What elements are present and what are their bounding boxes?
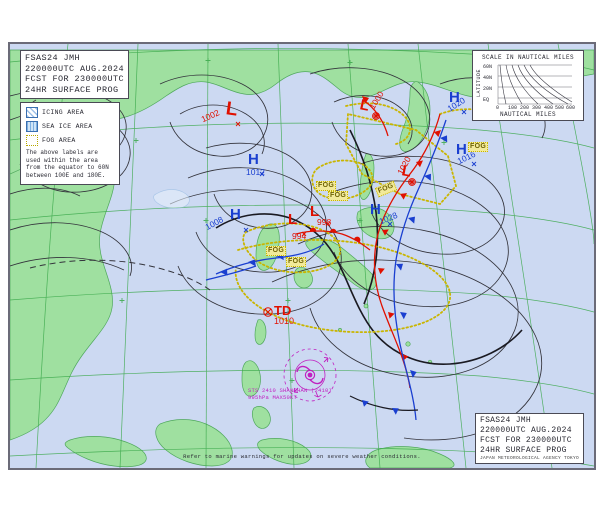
scale-x-label: NAUTICAL MILES [499, 111, 556, 118]
agency-credit: JAPAN METEOROLOGICAL AGENCY TOKYO [479, 456, 579, 461]
legend-label: SEA ICE AREA [42, 123, 93, 130]
kamchatka [399, 81, 431, 152]
pressure-system-low: L [224, 98, 240, 121]
scale-title: SCALE IN NAUTICAL MILES [481, 54, 574, 61]
scale-xtick: 300 [532, 105, 542, 111]
sea-ice-area-swatch-icon [26, 121, 38, 132]
dashed-trough [29, 259, 211, 291]
footer-line: FCST FOR 230000UTC [479, 436, 572, 445]
scale-ytick: 60N [483, 64, 493, 70]
pressure-system-low: L [310, 203, 320, 220]
pressure-system-high: H [370, 201, 381, 218]
borneo [155, 419, 233, 467]
header-line: 24HR SURFACE PROG [25, 84, 119, 95]
pressure-value: 1012 [246, 167, 265, 177]
chart-footer-box: FSAS24 JMH 220000UTC AUG.2024 FCST FOR 2… [474, 413, 584, 464]
pressure-system-low: L [288, 211, 298, 228]
fog-label: FOG [266, 246, 287, 256]
stationary-front-barbs [362, 400, 399, 415]
scale-xtick: 400 [544, 105, 554, 111]
map-canvas: H 1016 H 1012 L 1002 H 1020 [10, 44, 594, 468]
pressure-system-high: H [248, 151, 259, 168]
footer-line: 220000UTC AUG.2024 [479, 426, 572, 435]
cold-fronts [205, 119, 448, 421]
icing-regions [153, 189, 190, 209]
icing-area-swatch-icon [26, 107, 38, 118]
scale-xtick: 600 [566, 105, 576, 111]
footer-line: 24HR SURFACE PROG [479, 446, 567, 455]
fog-label: FOG [468, 142, 489, 152]
typhoon-intensity: 995hPa MAX50KT [248, 393, 298, 401]
stationary-front [349, 395, 419, 411]
philippines-luzon [241, 360, 261, 397]
legend-note: The above labels are used within the are… [26, 149, 109, 179]
taiwan [254, 319, 267, 345]
tropical-depression-label: TD 1010 [274, 303, 295, 326]
header-line: FCST FOR 230000UTC [25, 74, 125, 84]
fog-label: FOG [316, 181, 337, 191]
scale-xtick: 200 [520, 105, 530, 111]
sulawesi [257, 438, 312, 465]
legend-item-fog: FOG AREA [26, 135, 114, 146]
scale-box: SCALE IN NAUTICAL MILES LATITUDE 60N 40N… [472, 50, 584, 121]
typhoon-label: STS 2410 SHANSHAN (2410) 995hPa MAX50KT [248, 387, 333, 401]
legend-label: ICING AREA [42, 109, 85, 116]
scale-xtick: 100 [508, 105, 518, 111]
pressure-system-high: H [449, 89, 460, 106]
scale-xtick: 0 [496, 105, 500, 111]
pressure-system-high: H [230, 206, 241, 223]
footer-line: FSAS24 JMH [479, 416, 531, 425]
new-guinea [365, 446, 455, 468]
scale-grid [497, 64, 573, 105]
legend-item-sea-ice: SEA ICE AREA [26, 121, 114, 132]
typhoon-symbol [283, 348, 337, 402]
fog-label: FOG [286, 257, 307, 267]
pressure-value: 994 [292, 231, 307, 241]
header-line: 220000UTC AUG.2024 [25, 63, 125, 74]
scale-xtick: 500 [555, 105, 565, 111]
legend-label: FOG AREA [42, 137, 76, 144]
chart-header-box: FSAS24 JMH 220000UTC AUG.2024 FCST FOR 2… [20, 50, 130, 99]
island-dot [405, 341, 411, 347]
pressure-value: 998 [317, 217, 332, 227]
philippines-mindanao [252, 406, 271, 429]
fog-label: FOG [328, 191, 349, 201]
typhoon-name: STS 2410 SHANSHAN (2410) [248, 387, 333, 394]
marine-warning-note: Refer to marine warnings for updates on … [183, 453, 421, 460]
scale-curves [499, 64, 573, 105]
legend-box: ICING AREA SEA ICE AREA FOG AREA The abo… [20, 102, 120, 185]
pressure-system-high: H [456, 141, 467, 158]
surface-prog-map: H 1016 H 1012 L 1002 H 1020 [8, 42, 596, 470]
scale-ytick: EQ [483, 97, 490, 103]
scale-plot: LATITUDE 60N 40N 20N EQ [476, 63, 580, 111]
td-symbol [263, 307, 273, 317]
scale-ytick: 20N [483, 86, 493, 92]
legend-item-icing: ICING AREA [26, 107, 114, 118]
header-line: FSAS24 JMH [25, 53, 81, 63]
fog-area-swatch-icon [26, 135, 38, 146]
scale-ytick: 40N [483, 75, 493, 81]
